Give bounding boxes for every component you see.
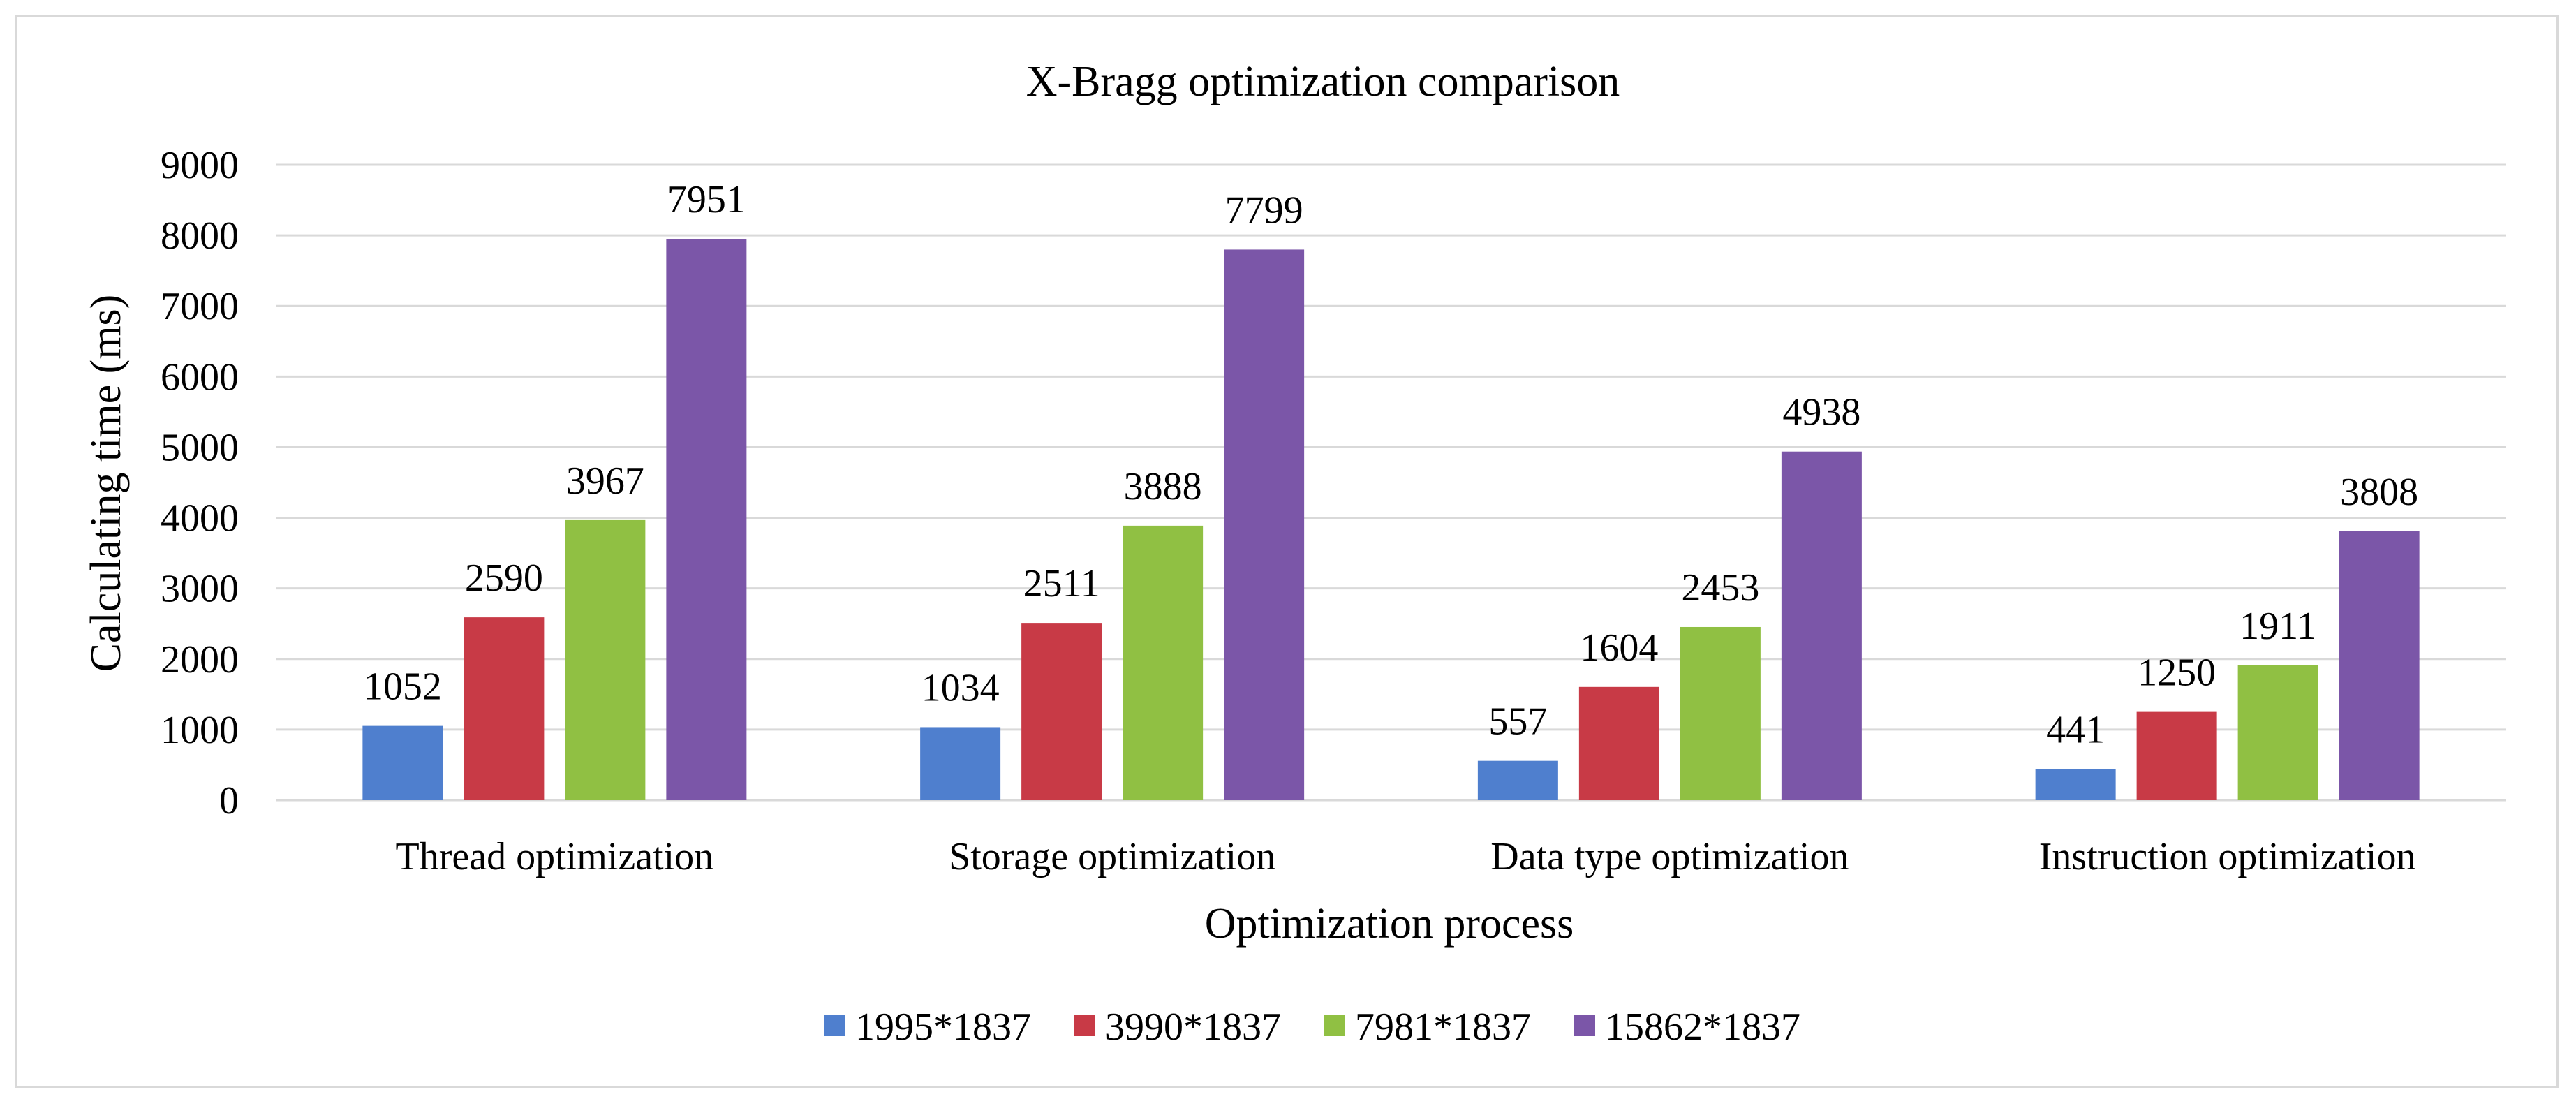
bar	[1477, 760, 1558, 800]
x-axis-categories: Thread optimization Storage optimization D…	[396, 835, 2416, 878]
y-tick-label: 2000	[161, 638, 239, 681]
y-tick-label: 7000	[161, 285, 239, 328]
x-category-label: Thread optimization	[396, 835, 714, 878]
data-label: 441	[2046, 708, 2105, 751]
bar	[1021, 623, 1102, 800]
data-label: 7799	[1225, 189, 1303, 232]
y-tick-label: 0	[219, 779, 239, 823]
y-tick-label: 5000	[161, 426, 239, 469]
bar	[1578, 686, 1659, 800]
bar	[920, 727, 1001, 800]
bar	[1224, 249, 1305, 800]
bar	[2339, 531, 2420, 800]
x-category-label: Data type optimization	[1490, 835, 1849, 878]
data-label: 1604	[1580, 626, 1658, 670]
y-tick-label: 9000	[161, 144, 239, 187]
y-tick-label: 8000	[161, 214, 239, 258]
y-tick-label: 1000	[161, 709, 239, 752]
data-label: 7951	[667, 178, 746, 221]
bar	[1123, 525, 1204, 800]
data-label: 557	[1488, 700, 1547, 744]
bar	[2237, 665, 2318, 800]
bar	[464, 617, 545, 800]
x-category-label: Instruction optimization	[2039, 835, 2416, 878]
bar	[362, 725, 443, 800]
y-tick-label: 4000	[161, 497, 239, 540]
x-category-label: Storage optimization	[949, 835, 1275, 878]
y-tick-label: 3000	[161, 568, 239, 611]
bar	[2035, 769, 2116, 800]
bar	[666, 239, 747, 800]
bar	[565, 519, 646, 800]
y-axis-ticks: 0 1000 2000 3000 4000 5000 6000 7000 8000 9000	[161, 144, 239, 823]
bar	[1680, 626, 1761, 800]
legend-label: 1995*1837	[855, 1005, 1031, 1049]
legend-label: 15862*1837	[1605, 1005, 1800, 1049]
legend-label: 3990*1837	[1105, 1005, 1281, 1049]
data-label: 2590	[465, 556, 543, 600]
chart-title: X-Bragg optimization comparison	[1026, 58, 1620, 105]
data-label: 1250	[2138, 651, 2216, 695]
data-label: 1911	[2240, 605, 2316, 648]
x-axis-title: Optimization process	[1205, 900, 1574, 948]
bar	[1781, 451, 1862, 800]
legend-swatch	[1074, 1015, 1095, 1036]
gridlines	[276, 163, 2506, 802]
y-axis-title: Calculating time (ms)	[82, 295, 130, 672]
data-label: 3808	[2340, 471, 2418, 514]
data-labels: 1052 2590 3967 7951 1034 2511 3888 7799 557 1604 2…	[364, 178, 2418, 751]
legend: 1995*1837 3990*1837 7981*1837 15862*1837	[824, 1005, 1800, 1049]
legend-label: 7981*1837	[1355, 1005, 1531, 1049]
data-label: 2511	[1023, 562, 1100, 605]
data-label: 4938	[1782, 391, 1860, 434]
legend-swatch	[1574, 1015, 1595, 1036]
bar	[2136, 711, 2217, 800]
bars	[362, 239, 2420, 800]
legend-swatch	[1324, 1015, 1345, 1036]
data-label: 3888	[1124, 465, 1202, 508]
data-label: 3967	[566, 459, 644, 503]
data-label: 1052	[364, 665, 442, 709]
data-label: 2453	[1681, 566, 1759, 610]
data-label: 1034	[921, 666, 1000, 709]
y-tick-label: 6000	[161, 355, 239, 399]
legend-swatch	[824, 1015, 845, 1036]
